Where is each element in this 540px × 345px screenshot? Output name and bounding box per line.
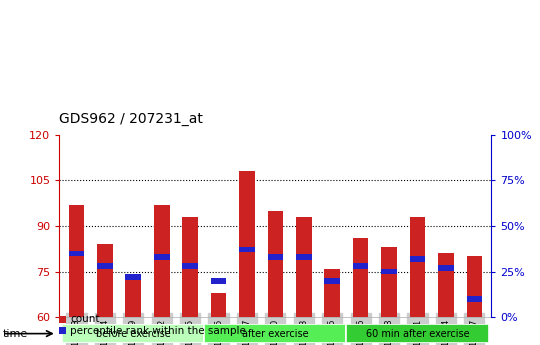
- Bar: [69, 205, 84, 317]
- Bar: [467, 296, 482, 302]
- Bar: [62, 324, 204, 343]
- Bar: [353, 238, 368, 317]
- Bar: [239, 171, 255, 317]
- Bar: [381, 269, 397, 274]
- Bar: [183, 264, 198, 269]
- Text: time: time: [3, 329, 28, 339]
- Bar: [125, 275, 141, 317]
- Bar: [353, 264, 368, 269]
- Bar: [381, 247, 397, 317]
- Text: 60 min after exercise: 60 min after exercise: [366, 329, 469, 339]
- Bar: [410, 217, 426, 317]
- Bar: [125, 274, 141, 280]
- Bar: [69, 251, 84, 256]
- Bar: [204, 324, 347, 343]
- Bar: [268, 254, 283, 260]
- Bar: [325, 278, 340, 284]
- Bar: [154, 205, 170, 317]
- Bar: [347, 324, 489, 343]
- Bar: [239, 247, 255, 253]
- Text: before exercise: before exercise: [96, 329, 171, 339]
- Bar: [211, 278, 226, 284]
- Bar: [97, 244, 113, 317]
- Bar: [183, 217, 198, 317]
- Bar: [438, 253, 454, 317]
- Bar: [438, 265, 454, 271]
- Text: count: count: [70, 314, 100, 324]
- Bar: [268, 211, 283, 317]
- Bar: [296, 217, 312, 317]
- Text: GDS962 / 207231_at: GDS962 / 207231_at: [59, 112, 203, 126]
- Bar: [154, 254, 170, 260]
- Text: percentile rank within the sample: percentile rank within the sample: [70, 326, 246, 336]
- Bar: [410, 256, 426, 262]
- Text: after exercise: after exercise: [242, 329, 309, 339]
- Bar: [296, 254, 312, 260]
- Bar: [211, 293, 226, 317]
- Bar: [325, 269, 340, 317]
- Bar: [97, 264, 113, 269]
- Bar: [467, 256, 482, 317]
